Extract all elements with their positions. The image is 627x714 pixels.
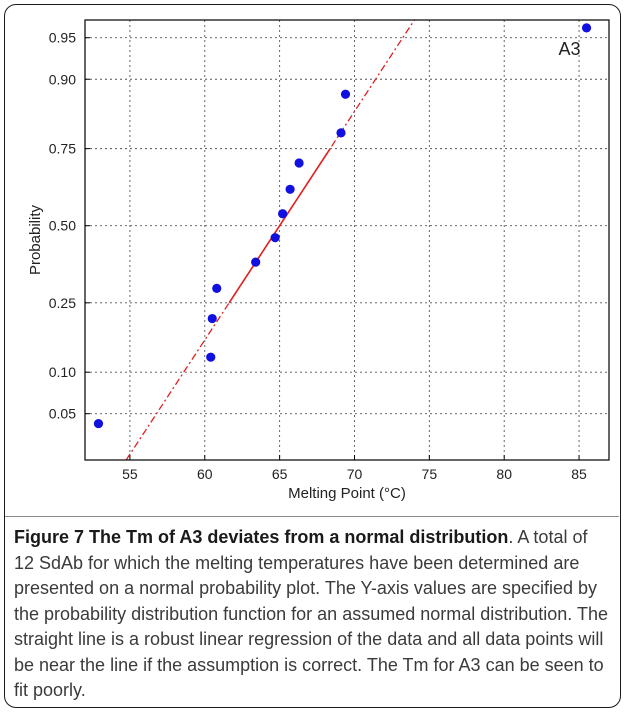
figure-frame: [4, 4, 621, 708]
x-axis-label: Melting Point (°C): [288, 485, 406, 502]
fit-line-layer: [125, 19, 415, 461]
data-point: [336, 128, 346, 138]
x-tick-label: 65: [272, 466, 288, 482]
y-tick-labels: 0.05 0.10 0.25 0.50 0.75 0.90 0.95: [49, 30, 76, 422]
y-tick-label: 0.25: [49, 295, 76, 311]
grid-lines: [85, 20, 609, 460]
data-point: [206, 352, 216, 362]
x-tick-label: 55: [122, 466, 138, 482]
y-tick-label: 0.75: [49, 141, 76, 157]
data-point: [285, 184, 295, 194]
x-tick-label: 60: [197, 466, 213, 482]
figure-caption: Figure 7 The Tm of A3 deviates from a no…: [14, 525, 610, 704]
data-point: [278, 209, 288, 219]
caption-separator: [5, 516, 619, 517]
data-points: [93, 23, 592, 429]
data-point: [212, 283, 222, 293]
x-tick-labels: 55 60 65 70 75 80 85: [122, 466, 587, 482]
x-tick-label: 75: [422, 466, 438, 482]
data-point: [251, 257, 261, 267]
caption-body: . A total of 12 SdAb for which the melti…: [14, 527, 608, 700]
data-point: [93, 418, 104, 429]
data-point: [340, 89, 351, 99]
y-tick-label: 0.05: [49, 406, 76, 422]
y-tick-label: 0.90: [49, 71, 76, 87]
normal-probability-plot: 55 60 65 70 75 80 85 0.050.100.250.500.750.900…: [27, 19, 610, 502]
y-tick-label: 0.50: [49, 218, 76, 234]
fit-line: [125, 19, 415, 461]
x-tick-label: 85: [571, 466, 587, 482]
data-point: [270, 233, 280, 243]
x-tick-label: 80: [496, 466, 512, 482]
data-point: [581, 23, 592, 33]
annotation-a3: A3: [559, 39, 581, 59]
y-tick-label: 0.95: [49, 30, 76, 46]
data-point: [207, 313, 217, 324]
caption-title: Figure 7 The Tm of A3 deviates from a no…: [14, 527, 509, 547]
y-axis-label: Probability: [27, 204, 44, 275]
data-point: [294, 158, 304, 168]
x-tick-label: 70: [347, 466, 363, 482]
plot-area-border: [84, 19, 610, 461]
y-tick-label: 0.10: [49, 364, 76, 380]
fit-line-solid-segment: [228, 148, 331, 304]
